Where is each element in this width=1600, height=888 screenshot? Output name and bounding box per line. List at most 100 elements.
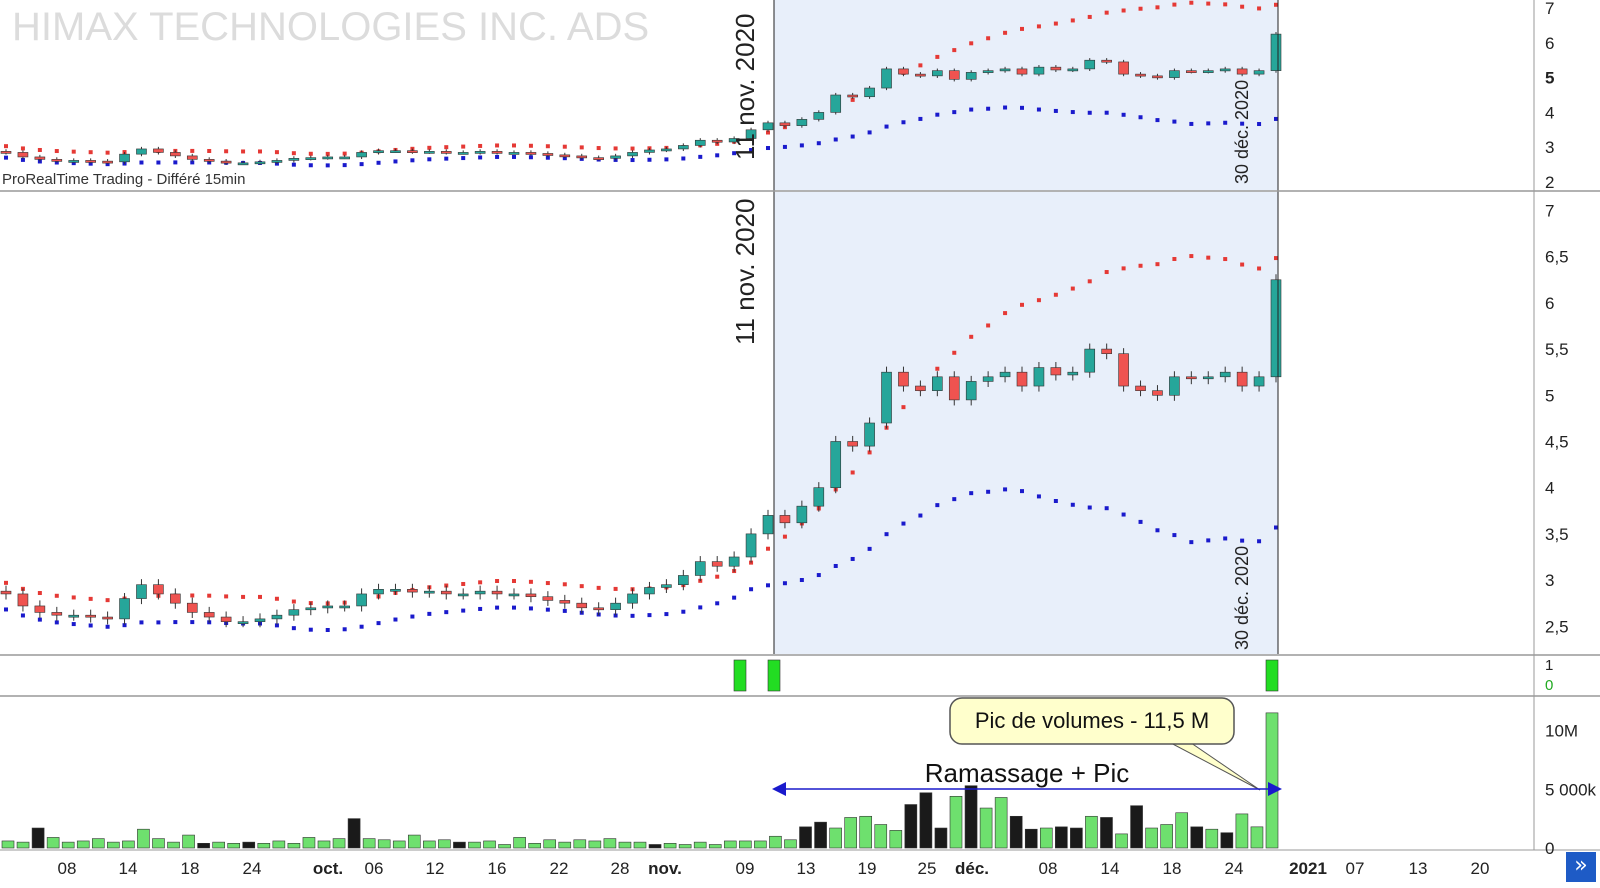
volume-bar xyxy=(1145,827,1158,849)
candle xyxy=(390,589,401,592)
price-tick-label: 7 xyxy=(1545,0,1554,18)
volume-callout: Pic de volumes - 11,5 M xyxy=(949,697,1261,791)
lower-envelope-dot-top xyxy=(139,160,144,165)
upper-envelope-dot xyxy=(478,580,483,585)
volume-bar xyxy=(618,841,632,849)
candle xyxy=(440,590,452,595)
lower-envelope-dot-top xyxy=(1121,112,1126,117)
candle-top xyxy=(627,152,638,157)
price-tick-label: 6,5 xyxy=(1545,248,1569,267)
upper-envelope-dot-top xyxy=(258,149,262,154)
lower-envelope-dot xyxy=(969,491,974,496)
upper-envelope-dot-top xyxy=(274,150,279,155)
candle xyxy=(881,371,892,424)
lower-envelope-dot-top xyxy=(986,106,991,111)
candle-top xyxy=(457,152,469,155)
volume-bar xyxy=(1009,815,1023,849)
upper-envelope-dot-top xyxy=(1053,21,1058,26)
candle xyxy=(999,371,1011,378)
price-tick-label: 6 xyxy=(1545,294,1554,313)
upper-envelope-dot-top xyxy=(1223,2,1228,7)
upper-envelope-dot xyxy=(1121,266,1126,271)
volume-bar xyxy=(407,834,421,849)
price-tick-label: 3,5 xyxy=(1545,525,1569,544)
candle-top xyxy=(153,148,164,153)
candle xyxy=(322,605,334,609)
scroll-forward-button[interactable]: » xyxy=(1566,852,1596,882)
candle-top xyxy=(915,73,926,77)
lower-envelope-dot-top xyxy=(478,155,483,160)
upper-envelope-dot xyxy=(1070,286,1075,291)
candle-top xyxy=(102,160,113,164)
lower-envelope-dot xyxy=(1223,536,1228,541)
candle xyxy=(965,381,977,401)
candle-top xyxy=(1219,68,1231,72)
candle xyxy=(1101,348,1112,354)
candle xyxy=(254,618,266,622)
volume-bar xyxy=(197,842,210,849)
time-axis-label: 08 xyxy=(58,859,77,878)
volume-bar xyxy=(693,841,707,849)
signal-bar xyxy=(767,659,781,692)
lower-envelope-dot-top xyxy=(918,116,923,121)
upper-envelope-dot xyxy=(1053,292,1058,297)
volume-bar xyxy=(964,785,978,849)
lower-envelope-dot-top xyxy=(528,155,533,160)
price-tick-label: 4,5 xyxy=(1545,432,1569,451)
volume-bar xyxy=(498,844,511,849)
volume-bar xyxy=(16,841,30,849)
lower-envelope-dot xyxy=(308,627,313,632)
lower-envelope-dot xyxy=(325,627,330,632)
lower-envelope-dot-top xyxy=(1053,108,1058,113)
upper-envelope-dot-top xyxy=(1070,18,1075,23)
volume-bar xyxy=(167,841,180,849)
candle-top xyxy=(1202,70,1214,73)
candle xyxy=(305,607,317,611)
candle xyxy=(508,593,520,597)
candle-top xyxy=(965,72,977,80)
upper-envelope-dot-top xyxy=(1172,2,1177,7)
upper-envelope-dot-top xyxy=(935,54,940,59)
volume-bar xyxy=(603,838,617,849)
range-text: Ramassage + Pic xyxy=(925,758,1129,788)
lower-envelope-dot-top xyxy=(156,160,161,165)
candle xyxy=(1016,371,1028,387)
volume-bar xyxy=(242,841,256,849)
lower-envelope-dot-top xyxy=(444,156,449,161)
lower-envelope-dot-top xyxy=(969,107,974,112)
lower-envelope-dot xyxy=(20,613,25,618)
lower-envelope-dot xyxy=(156,620,161,625)
volume-bar xyxy=(889,830,903,849)
time-axis-label: 12 xyxy=(426,859,445,878)
upper-envelope-dot-top xyxy=(1104,10,1109,15)
candle-top xyxy=(474,151,486,154)
candle xyxy=(915,385,926,391)
candle-top xyxy=(220,160,232,164)
lower-envelope-dot xyxy=(1257,539,1262,544)
lower-envelope-dot-top xyxy=(664,157,669,162)
upper-envelope-dot-top xyxy=(427,145,432,150)
lower-envelope-dot xyxy=(935,503,940,508)
volume-bar xyxy=(769,835,782,849)
candle xyxy=(407,589,418,593)
volume-bar xyxy=(814,821,827,849)
lower-envelope-dot xyxy=(359,624,364,629)
candle-top xyxy=(881,68,892,89)
upper-envelope-dot-top xyxy=(325,151,330,156)
lower-envelope-dot xyxy=(105,624,110,629)
candle xyxy=(51,612,63,616)
volume-bar xyxy=(979,807,993,849)
candle xyxy=(491,590,503,595)
candle xyxy=(898,371,909,387)
candle-top xyxy=(85,160,96,163)
volume-bar xyxy=(362,838,376,849)
volume-bar xyxy=(483,840,496,849)
upper-envelope-dot xyxy=(1223,257,1228,262)
candle xyxy=(1067,371,1079,376)
price-tick-label: 6 xyxy=(1545,34,1554,53)
candle xyxy=(1118,353,1129,387)
lower-envelope-dot xyxy=(1036,494,1041,499)
candle-top xyxy=(932,70,943,77)
volume-bar xyxy=(287,842,301,849)
time-axis-label: 09 xyxy=(736,859,755,878)
